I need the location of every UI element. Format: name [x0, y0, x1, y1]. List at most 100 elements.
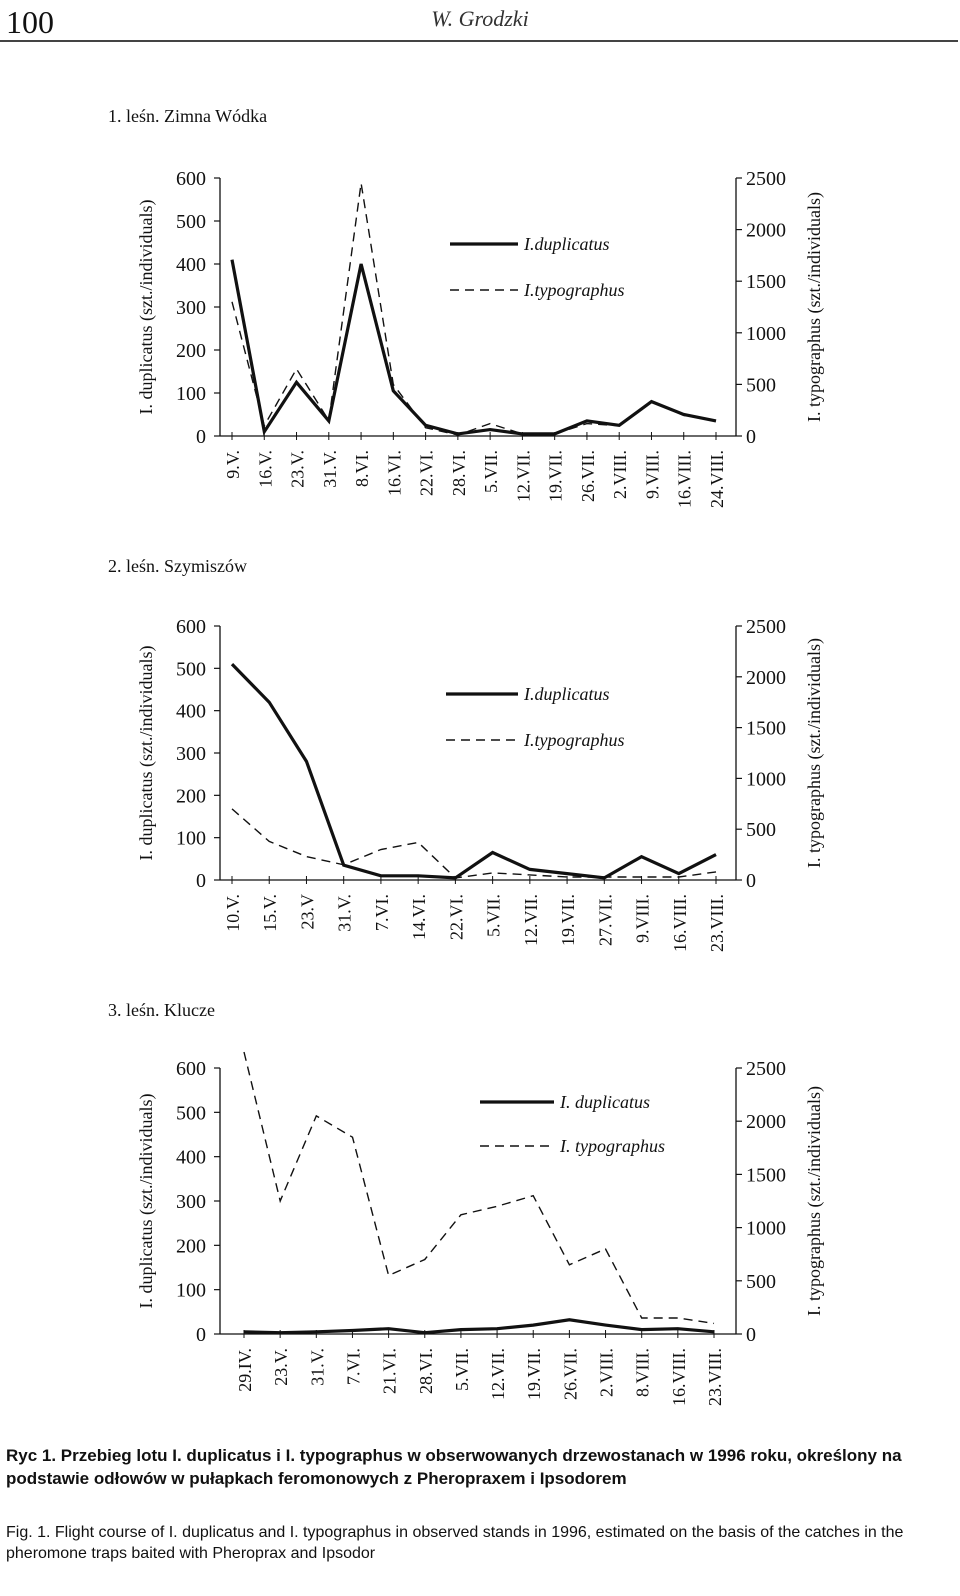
- right-y-axis-title: I. typographus (szt./individuals): [804, 192, 825, 422]
- right-y-tick-label: 2500: [746, 1058, 786, 1080]
- left-y-tick-label: 100: [176, 828, 206, 850]
- chart-3: 0 100 200 300 400 500 600 0 500 1000 1500 2000 2500 I…: [136, 1051, 825, 1406]
- chart-1: 0 100 200 300 400 500 600 0 500 1000 1500 2000 2500 I…: [136, 168, 825, 508]
- x-tick-label: 27.VII.: [595, 894, 615, 946]
- right-y-axis-title: I. typographus (szt./individuals): [804, 638, 825, 868]
- left-y-axis-title: I. duplicatus (szt./individuals): [136, 1094, 157, 1309]
- series-line-typographus: [243, 1051, 715, 1325]
- x-tick-label: 23.V.: [288, 450, 308, 488]
- x-tick-label: 16.VIII.: [670, 894, 690, 952]
- x-tick-label: 19.VII.: [546, 450, 566, 502]
- x-tick-label: 5.VII.: [452, 1348, 472, 1391]
- left-y-tick-label: 500: [176, 658, 206, 680]
- x-tick-label: 26.VII.: [560, 1348, 580, 1400]
- left-y-tick-label: 300: [176, 743, 206, 765]
- x-tick-label: 23.VIII.: [705, 1348, 725, 1406]
- series-line-typographus: [231, 183, 717, 436]
- x-tick-label: 8.VI.: [352, 450, 372, 487]
- legend-label: I. duplicatus: [559, 1092, 650, 1112]
- figure-caption-english: Fig. 1. Flight course of I. duplicatus a…: [6, 1524, 904, 1562]
- figure-caption-polish: Ryc 1. Przebieg lotu I. duplicatus i I. …: [6, 1446, 902, 1488]
- right-y-axis-title: I. typographus (szt./individuals): [804, 1086, 825, 1316]
- left-y-tick-label: 400: [176, 701, 206, 723]
- right-y-tick-label: 1000: [746, 768, 786, 790]
- right-y-tick-label: 2000: [746, 667, 786, 689]
- left-y-tick-label: 300: [176, 1191, 206, 1213]
- x-tick-label: 12.VII.: [513, 450, 533, 502]
- right-y-tick-label: 0: [746, 1324, 756, 1346]
- x-tick-label: 31.V.: [307, 1348, 327, 1386]
- x-tick-label: 2.VIII.: [610, 450, 630, 499]
- panel-3-title: 3. leśn. Klucze: [108, 1000, 215, 1020]
- right-y-tick-label: 2500: [746, 168, 786, 190]
- x-tick-label: 7.VI.: [372, 894, 392, 931]
- left-y-tick-label: 200: [176, 1235, 206, 1257]
- right-y-tick-label: 500: [746, 1271, 776, 1293]
- left-y-tick-label: 200: [176, 340, 206, 362]
- x-tick-label: 21.VI.: [380, 1348, 400, 1394]
- right-y-tick-label: 1000: [746, 323, 786, 345]
- x-tick-label: 23.V: [297, 894, 317, 930]
- x-tick-label: 19.VII.: [524, 1348, 544, 1400]
- right-y-tick-label: 2500: [746, 616, 786, 638]
- right-y-tick-label: 2000: [746, 1111, 786, 1133]
- right-y-tick-label: 0: [746, 870, 756, 892]
- legend-label: I.duplicatus: [523, 234, 610, 254]
- left-y-tick-label: 0: [196, 1324, 206, 1346]
- series-line-duplicatus: [230, 662, 717, 880]
- left-y-tick-label: 100: [176, 383, 206, 405]
- x-tick-label: 23.VIII.: [707, 894, 727, 952]
- header-rule: [0, 40, 958, 42]
- x-tick-label: 5.VII.: [481, 450, 501, 493]
- left-y-tick-label: 600: [176, 168, 206, 190]
- x-tick-label: 15.V.: [260, 894, 280, 932]
- x-tick-label: 24.VIII.: [707, 450, 727, 508]
- right-y-tick-label: 500: [746, 374, 776, 396]
- running-head-author: W. Grodzki: [431, 6, 529, 31]
- series-line-duplicatus: [230, 259, 717, 436]
- x-tick-label: 9.VIII.: [642, 450, 662, 499]
- left-y-tick-label: 400: [176, 254, 206, 276]
- left-y-tick-label: 500: [176, 1102, 206, 1124]
- x-tick-label: 2.VIII.: [597, 1348, 617, 1397]
- left-y-tick-label: 600: [176, 1058, 206, 1080]
- x-tick-label: 10.V.: [223, 894, 243, 932]
- panel-2-title: 2. leśn. Szymiszów: [108, 556, 247, 576]
- chart-2: 0 100 200 300 400 500 600 0 500 1000 1500 2000 2500 I…: [136, 616, 825, 952]
- left-y-tick-label: 200: [176, 785, 206, 807]
- legend-label: I.typographus: [523, 280, 625, 300]
- x-tick-label: 28.VI.: [416, 1348, 436, 1394]
- left-y-tick-label: 400: [176, 1147, 206, 1169]
- x-tick-label: 16.VIII.: [669, 1348, 689, 1406]
- x-tick-label: 23.V.: [271, 1348, 291, 1386]
- x-tick-label: 7.VI.: [343, 1348, 363, 1385]
- left-y-tick-label: 300: [176, 297, 206, 319]
- panel-1-title: 1. leśn. Zimna Wódka: [108, 106, 268, 126]
- x-tick-label: 16.VIII.: [675, 450, 695, 508]
- x-tick-label: 8.VIII.: [633, 1348, 653, 1397]
- x-tick-label: 29.IV.: [235, 1348, 255, 1392]
- left-y-tick-label: 500: [176, 211, 206, 233]
- right-y-tick-label: 1500: [746, 271, 786, 293]
- x-tick-label: 22.VI.: [417, 450, 437, 496]
- right-y-tick-label: 1500: [746, 1164, 786, 1186]
- x-tick-label: 19.VII.: [558, 894, 578, 946]
- left-y-tick-label: 600: [176, 616, 206, 638]
- x-tick-label: 9.VIII.: [633, 894, 653, 943]
- left-y-tick-label: 0: [196, 870, 206, 892]
- left-y-tick-label: 100: [176, 1280, 206, 1302]
- x-tick-label: 26.VII.: [578, 450, 598, 502]
- x-tick-label: 14.VI.: [409, 894, 429, 940]
- right-y-tick-label: 1000: [746, 1218, 786, 1240]
- series-line-typographus: [231, 808, 717, 879]
- legend-label: I.duplicatus: [523, 684, 610, 704]
- x-tick-label: 22.VI.: [446, 894, 466, 940]
- right-y-tick-label: 0: [746, 426, 756, 448]
- right-y-tick-label: 2000: [746, 220, 786, 242]
- legend-label: I. typographus: [559, 1136, 665, 1156]
- page-number: 100: [6, 4, 54, 40]
- x-tick-label: 16.V.: [255, 450, 275, 488]
- x-tick-label: 16.VI.: [384, 450, 404, 496]
- x-tick-label: 12.VII.: [521, 894, 541, 946]
- x-tick-label: 31.V.: [320, 450, 340, 488]
